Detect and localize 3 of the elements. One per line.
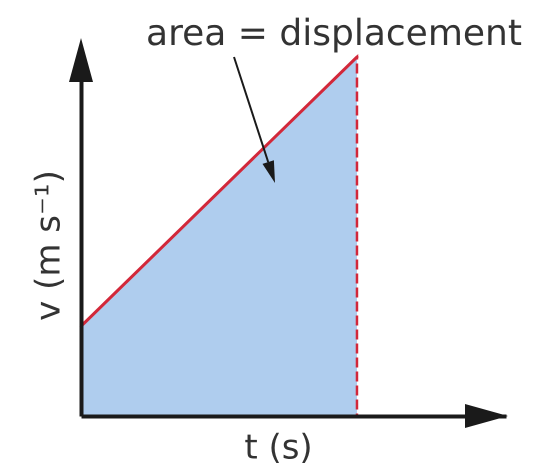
y-axis-title: v (m s⁻¹) bbox=[28, 170, 68, 321]
x-axis-title: t (s) bbox=[244, 428, 313, 468]
text: area = displacement bbox=[146, 13, 522, 54]
